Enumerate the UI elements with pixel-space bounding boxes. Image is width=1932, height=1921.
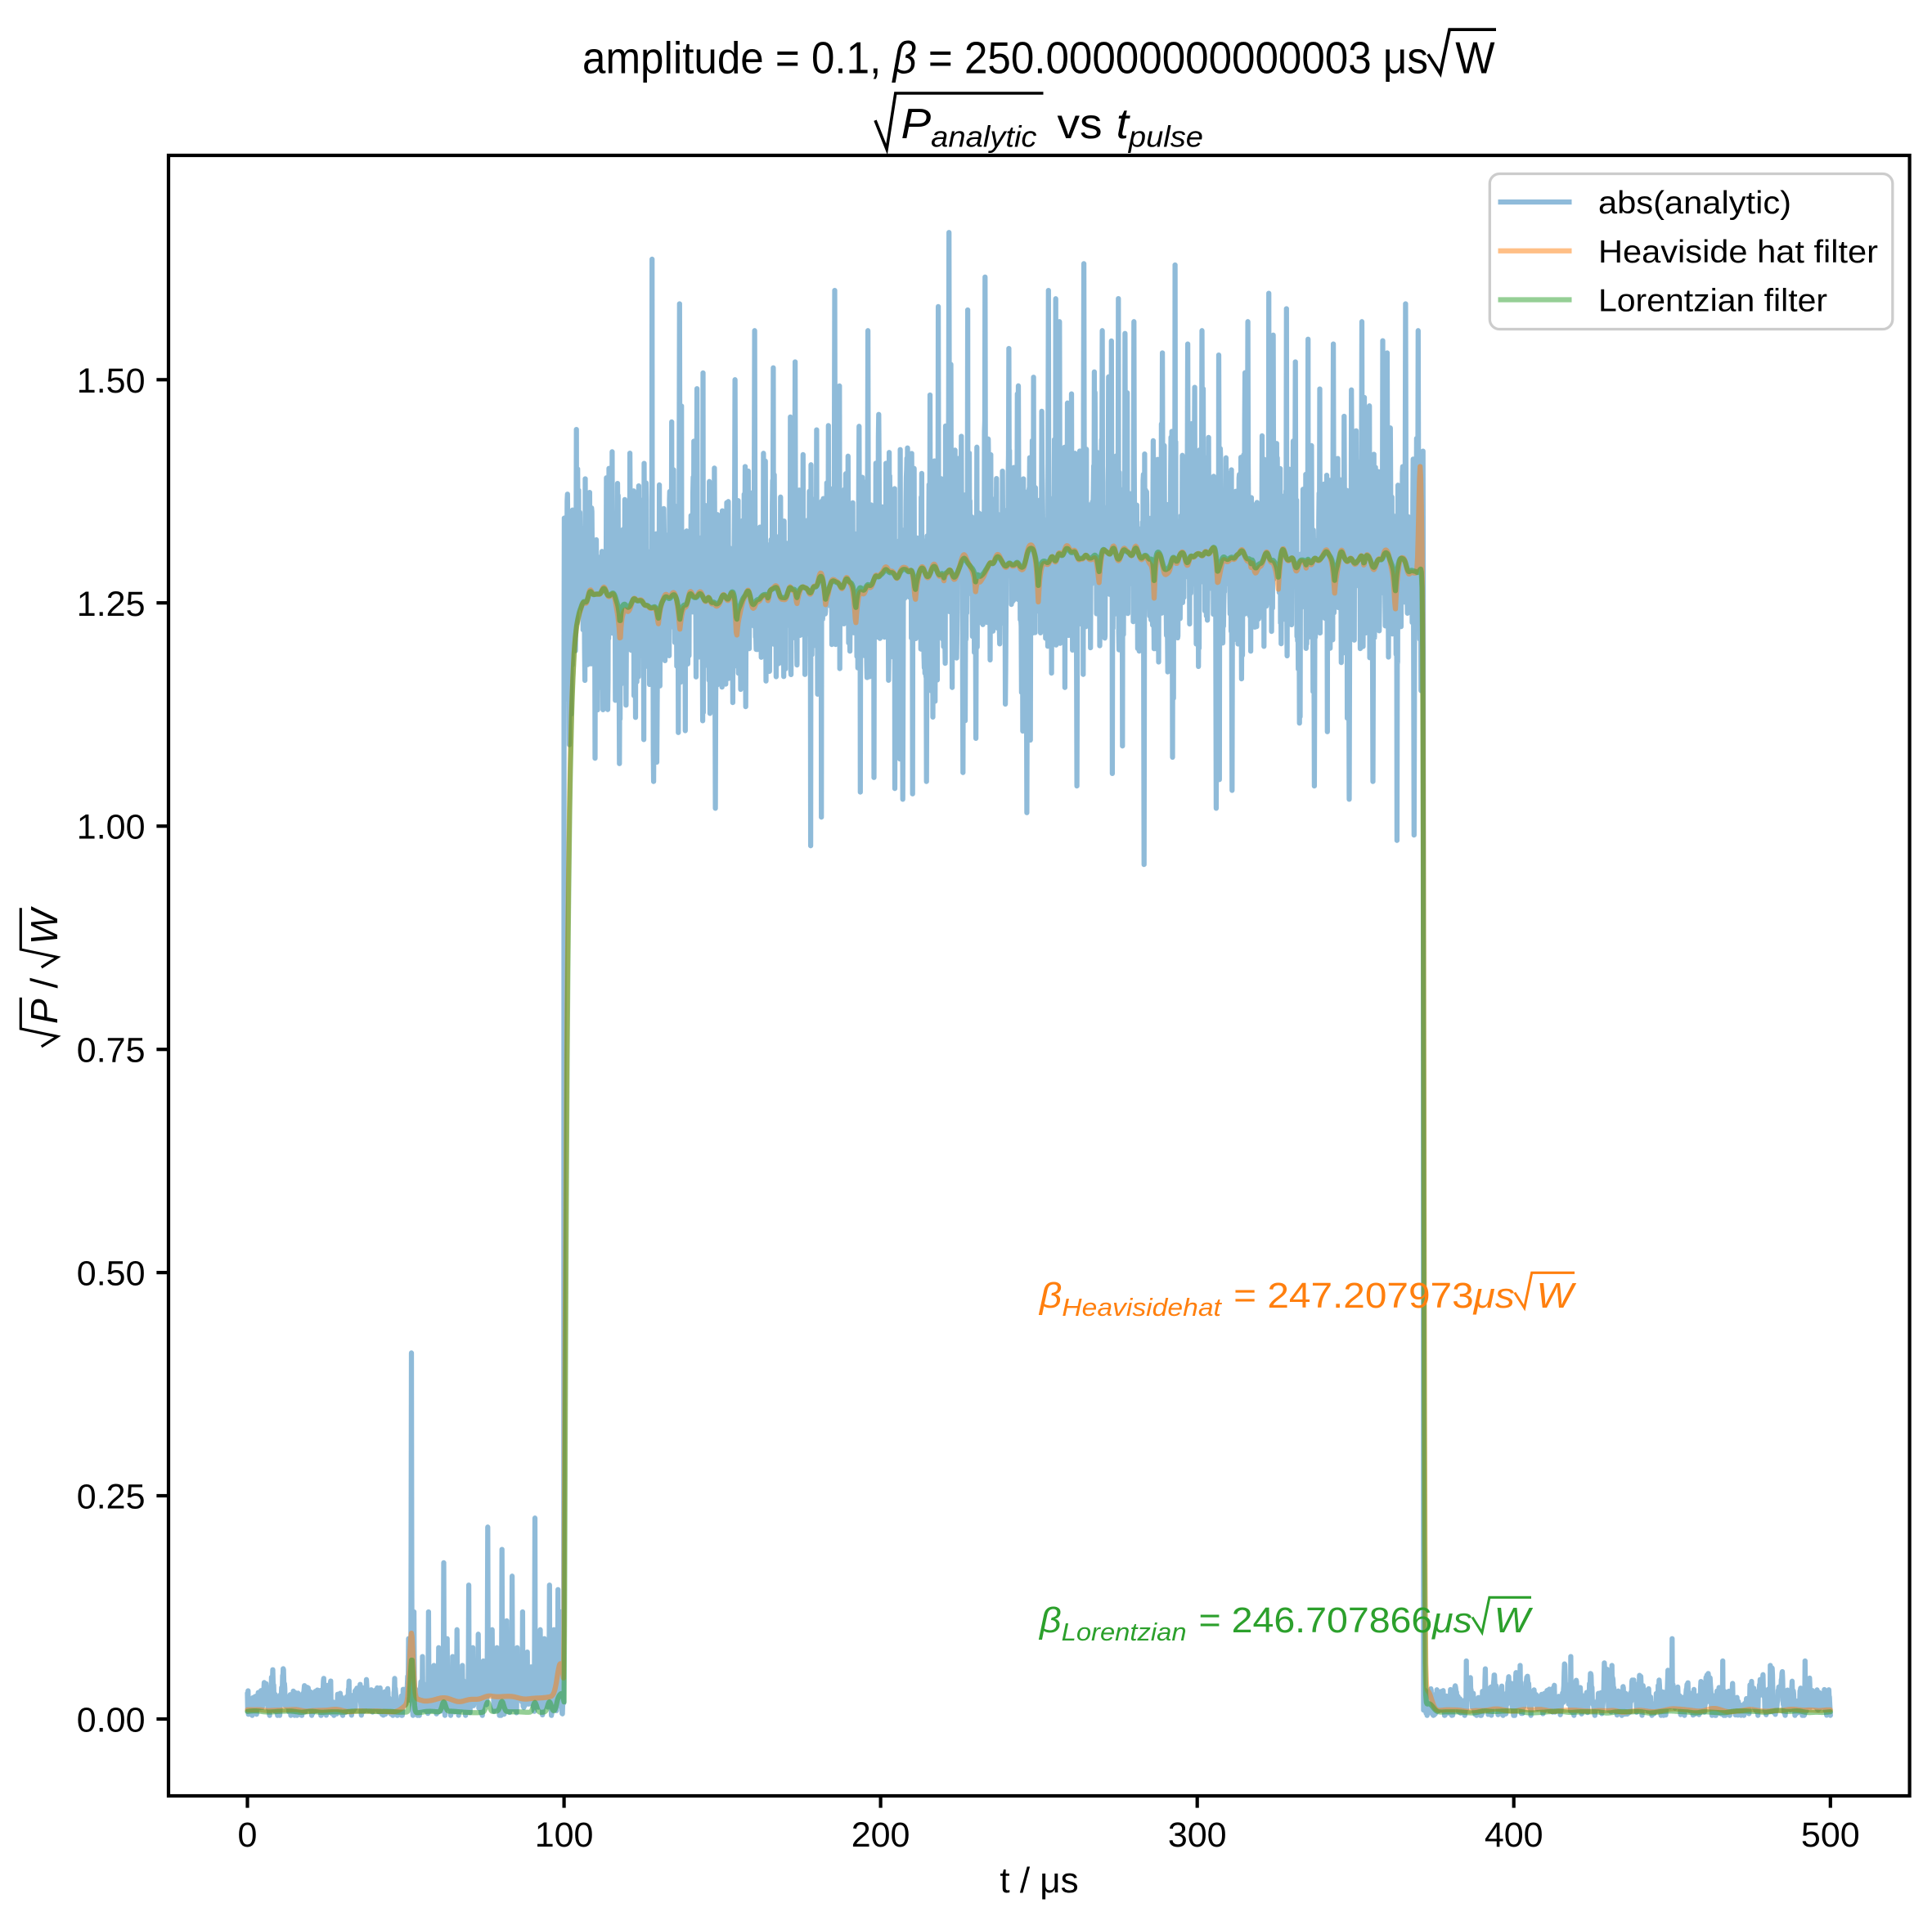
svg-text:W: W (1455, 33, 1494, 83)
svg-text:Lorentzian filter: Lorentzian filter (1598, 284, 1827, 319)
svg-text:P: P (901, 101, 932, 148)
svg-text:1.50: 1.50 (77, 361, 146, 401)
svg-text:P: P (23, 999, 65, 1024)
svg-text:= 247.207973: = 247.207973 (1223, 1276, 1474, 1316)
svg-text:abs(analytic): abs(analytic) (1598, 186, 1791, 221)
svg-text:β: β (1038, 1276, 1062, 1316)
svg-text:1.25: 1.25 (77, 585, 146, 624)
svg-text:vs: vs (1058, 101, 1103, 148)
svg-text:t / μs: t / μs (1000, 1860, 1078, 1901)
svg-text:0.00: 0.00 (77, 1701, 146, 1740)
svg-text:β: β (892, 33, 917, 83)
svg-text:t: t (1117, 101, 1131, 148)
svg-text:= 250.00000000000003 μs: = 250.00000000000003 μs (917, 33, 1428, 83)
svg-text:analytic: analytic (931, 120, 1036, 154)
svg-text:0.75: 0.75 (77, 1031, 146, 1070)
svg-text:/: / (23, 967, 65, 999)
svg-text:pulse: pulse (1128, 120, 1203, 154)
svg-text:1.00: 1.00 (77, 808, 146, 847)
svg-text:400: 400 (1485, 1816, 1543, 1855)
svg-text:500: 500 (1801, 1816, 1860, 1855)
svg-text:Lorentzian: Lorentzian (1062, 1618, 1187, 1646)
svg-text:μs: μs (1473, 1276, 1515, 1316)
svg-text:W: W (1536, 1276, 1576, 1316)
svg-text:μs: μs (1431, 1600, 1472, 1640)
svg-text:Heavisidehat: Heavisidehat (1062, 1293, 1222, 1322)
svg-text:0.25: 0.25 (77, 1478, 146, 1517)
svg-text:300: 300 (1168, 1816, 1227, 1855)
svg-text:0: 0 (238, 1816, 258, 1855)
svg-text:100: 100 (535, 1816, 594, 1855)
svg-text:W: W (23, 905, 65, 945)
svg-text:Heaviside hat filter: Heaviside hat filter (1598, 235, 1878, 270)
svg-text:amplitude = 0.1,: amplitude = 0.1, (582, 33, 893, 83)
svg-text:β: β (1038, 1600, 1062, 1640)
svg-text:0.50: 0.50 (77, 1254, 146, 1294)
svg-text:W: W (1494, 1600, 1534, 1640)
svg-text:200: 200 (851, 1816, 910, 1855)
svg-text:= 246.707866: = 246.707866 (1188, 1600, 1433, 1640)
